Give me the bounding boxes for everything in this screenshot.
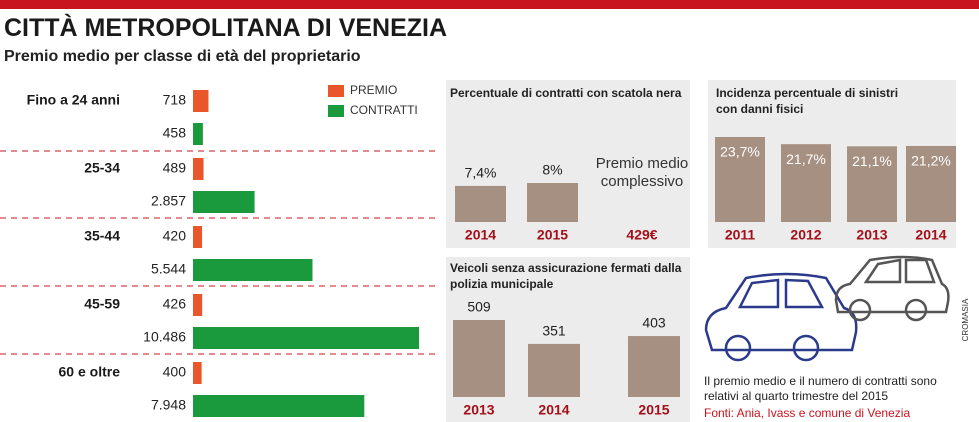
bar — [715, 137, 765, 222]
bar — [193, 158, 204, 180]
bar — [628, 336, 680, 397]
value-label: 420 — [163, 228, 187, 244]
bar — [193, 191, 255, 213]
value-label: 10.486 — [143, 329, 186, 345]
bar — [527, 183, 578, 222]
legend-swatch — [328, 85, 344, 97]
value-label: 7,4% — [465, 165, 497, 181]
category-label: 45-59 — [84, 296, 120, 312]
chart-title: Percentuale di contratti con scatola ner… — [450, 86, 682, 100]
bar — [193, 259, 313, 281]
legend-label: CONTRATTI — [350, 103, 418, 117]
chart-title: Veicoli senza assicurazione fermati dall… — [450, 261, 682, 291]
x-tick-label: 2014 — [538, 402, 569, 418]
x-tick-label: 2014 — [465, 227, 496, 243]
category-label: 60 e oltre — [59, 364, 121, 380]
chart-title: Incidenza percentuale di sinistri con da… — [716, 86, 899, 116]
value-label: 2.857 — [151, 193, 186, 209]
credit: CROMASIA — [961, 298, 970, 341]
legend-label: PREMIO — [350, 83, 397, 97]
value-label: 21,2% — [911, 153, 951, 169]
value-label: 5.544 — [151, 261, 186, 277]
value-label: 351 — [542, 323, 566, 339]
chart-title: Premio medio per classe di età del propr… — [4, 48, 361, 65]
bar — [193, 123, 203, 145]
x-tick-label: 2013 — [463, 402, 494, 418]
value-label: 8% — [542, 162, 562, 178]
bar — [453, 320, 505, 397]
category-label: 25-34 — [84, 160, 120, 176]
legend-swatch — [328, 105, 344, 117]
x-tick-label: 2012 — [790, 227, 821, 243]
value-label: 21,7% — [786, 151, 826, 167]
x-tick-label: 2011 — [725, 227, 756, 243]
value-label: 400 — [163, 364, 187, 380]
bar — [906, 145, 956, 222]
value-label: 509 — [467, 299, 491, 315]
x-tick-label: 2014 — [915, 227, 946, 243]
value-label: 21,1% — [852, 153, 892, 169]
category-label: 35-44 — [84, 228, 120, 244]
value-label: 489 — [163, 160, 187, 176]
bar — [193, 226, 203, 248]
bar — [193, 90, 209, 112]
bar — [193, 362, 202, 384]
value-label: 7.948 — [151, 397, 186, 413]
value-label: 23,7% — [720, 144, 760, 160]
bar — [781, 144, 831, 222]
bar — [193, 294, 203, 316]
bar — [193, 327, 419, 349]
x-tick-label: 2015 — [638, 402, 669, 418]
bar — [847, 146, 897, 222]
x-tick-label: 2013 — [856, 227, 887, 243]
page-title: CITTÀ METROPOLITANA DI VENEZIA — [4, 14, 448, 42]
value-label: 458 — [163, 125, 187, 141]
separators — [0, 150, 438, 355]
source: Fonti: Ania, Ivass e comune di Venezia — [704, 406, 911, 420]
annotation-value: 429€ — [626, 227, 657, 243]
category-label: Fino a 24 anni — [27, 92, 120, 108]
bar — [455, 185, 506, 222]
x-tick-label: 2015 — [537, 227, 568, 243]
value-label: 426 — [163, 296, 187, 312]
note: Il premio medio e il numero di contratti… — [704, 374, 937, 403]
value-label: 718 — [163, 92, 187, 108]
value-label: 403 — [642, 315, 666, 331]
annotation: Premio medio complessivo — [595, 155, 689, 190]
bar — [528, 343, 580, 397]
car-illustration — [704, 255, 950, 362]
top-band — [0, 0, 979, 9]
bar — [193, 395, 365, 417]
